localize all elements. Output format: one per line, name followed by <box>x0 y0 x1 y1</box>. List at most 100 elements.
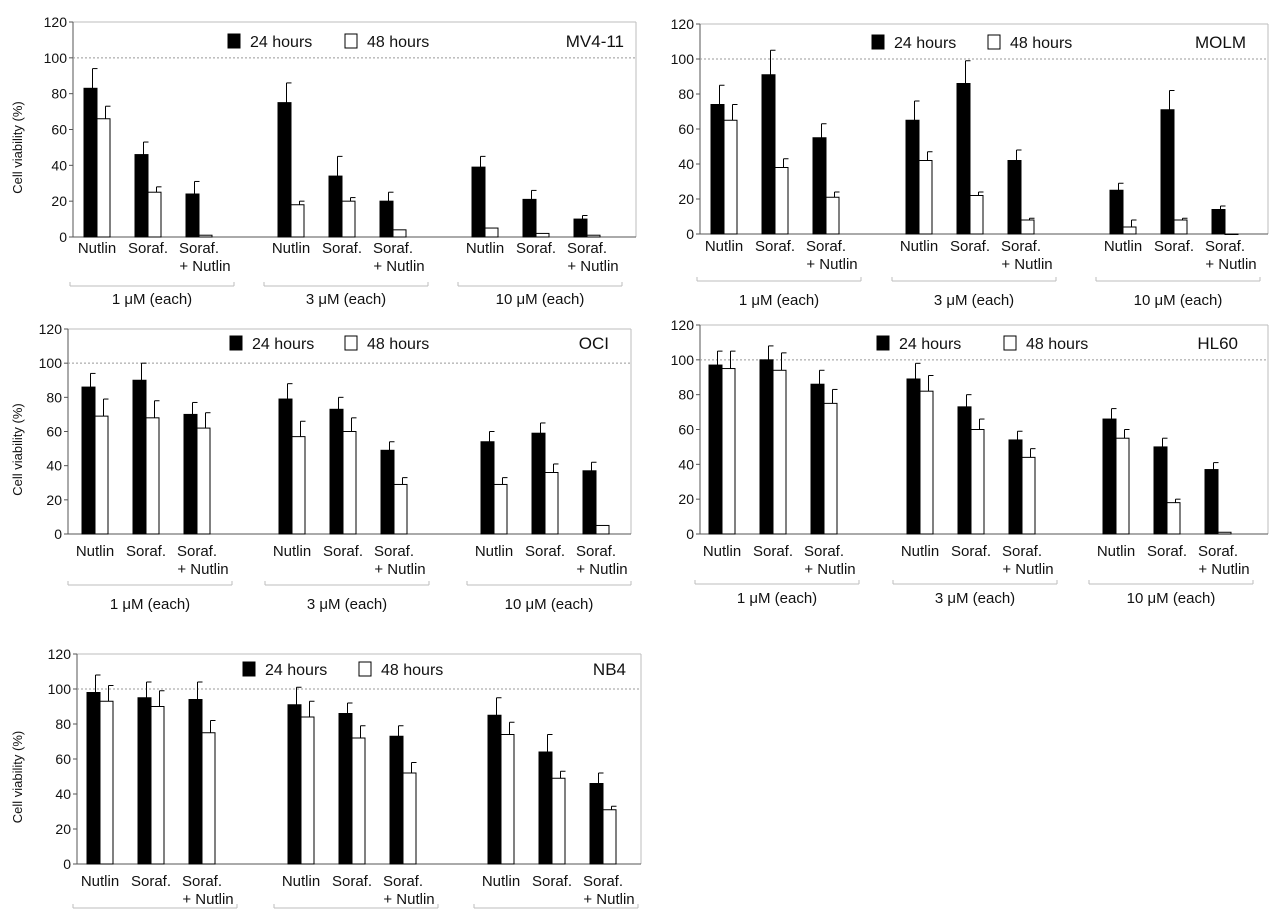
legend-label-48h: 48 hours <box>367 34 429 51</box>
group-label: 10 μM (each) <box>505 596 594 613</box>
bar-24h <box>487 714 502 865</box>
bar-24h <box>379 200 394 238</box>
bar-48h <box>145 417 160 535</box>
category-label: Nutlin <box>466 240 504 257</box>
category-label: Soraf. <box>753 543 793 560</box>
category-label: Soraf. <box>576 543 616 560</box>
bar-48h <box>919 390 934 535</box>
legend-label-48h: 48 hours <box>381 662 443 679</box>
y-tick-label: 100 <box>48 681 72 697</box>
bar-48h <box>1217 531 1232 535</box>
category-label: Soraf. <box>383 873 423 890</box>
bar-48h <box>1173 219 1188 235</box>
category-label: Nutlin <box>475 543 513 560</box>
category-label: Soraf. <box>951 543 991 560</box>
bar-48h <box>484 227 499 238</box>
y-tick-label: 40 <box>678 156 694 172</box>
category-label: Soraf. <box>532 873 572 890</box>
bar-48h <box>1020 219 1035 235</box>
y-tick-label: 100 <box>671 51 695 67</box>
category-label: Soraf. <box>1001 238 1041 255</box>
bar-24h <box>812 137 827 235</box>
legend-swatch-24h <box>242 661 256 677</box>
category-label: Soraf. <box>179 240 219 257</box>
legend-swatch-48h <box>987 34 1001 50</box>
bar-48h <box>392 229 407 238</box>
category-label: Soraf. <box>525 543 565 560</box>
group-label: 10 μM (each) <box>496 291 585 308</box>
group-label: 3 μM (each) <box>306 291 386 308</box>
bar-24h <box>538 751 553 865</box>
category-label: Nutlin <box>273 543 311 560</box>
bar-24h <box>277 102 292 238</box>
bar-24h <box>389 735 404 865</box>
category-label: Soraf. <box>950 238 990 255</box>
bar-24h <box>810 383 825 535</box>
y-tick-label: 0 <box>59 229 67 245</box>
bar-48h <box>586 234 601 238</box>
y-tick-label: 100 <box>671 352 695 368</box>
bar-24h <box>905 119 920 235</box>
legend-swatch-24h <box>876 335 890 351</box>
bar-48h <box>969 195 984 235</box>
y-tick-label: 20 <box>46 492 62 508</box>
y-axis-label: Cell viability (%) <box>10 731 25 823</box>
bar-24h <box>1007 160 1022 235</box>
category-label: Soraf. <box>755 238 795 255</box>
bar-24h <box>1160 109 1175 235</box>
category-label: Soraf. <box>804 543 844 560</box>
bar-48h <box>300 716 315 865</box>
bar-24h <box>188 699 203 865</box>
bar-24h <box>522 198 537 238</box>
bar-48h <box>535 232 550 238</box>
y-tick-label: 0 <box>63 856 71 872</box>
panel-title: MV4-11 <box>566 32 624 51</box>
y-tick-label: 60 <box>51 122 67 138</box>
bar-24h <box>906 378 921 535</box>
category-label-sub: + Nutlin <box>177 561 228 578</box>
y-tick-label: 60 <box>46 424 62 440</box>
legend-label-24h: 24 hours <box>265 662 327 679</box>
category-label: Nutlin <box>900 238 938 255</box>
bar-48h <box>150 706 165 865</box>
bar-48h <box>1021 456 1036 535</box>
legend-swatch-48h <box>344 335 358 351</box>
chart-panel-hl60: 0 20 40 60 80 100 120 24 hours 48 hours HL60 Nutli… <box>671 317 1269 607</box>
category-label: Nutlin <box>282 873 320 890</box>
bar-24h <box>531 432 546 535</box>
y-tick-label: 100 <box>44 50 68 66</box>
legend-label-48h: 48 hours <box>1026 336 1088 353</box>
panel-title: HL60 <box>1197 334 1238 353</box>
y-axis-label: Cell viability (%) <box>10 403 25 495</box>
category-label: Soraf. <box>374 543 414 560</box>
category-label-sub: + Nutlin <box>373 258 424 275</box>
y-tick-label: 80 <box>678 387 694 403</box>
bar-24h <box>86 692 101 865</box>
bar-24h <box>183 413 198 535</box>
group-label: 10 μM (each) <box>1134 292 1223 309</box>
category-label: Soraf. <box>1205 238 1245 255</box>
category-label-sub: + Nutlin <box>383 891 434 908</box>
y-tick-label: 80 <box>46 389 62 405</box>
category-label: Soraf. <box>567 240 607 257</box>
category-label: Nutlin <box>76 543 114 560</box>
bar-48h <box>341 200 356 238</box>
group-label: 1 μM (each) <box>112 291 192 308</box>
y-tick-label: 40 <box>51 157 67 173</box>
y-tick-label: 40 <box>678 456 694 472</box>
bar-48h <box>602 809 617 865</box>
y-tick-label: 120 <box>44 14 68 30</box>
category-label: Soraf. <box>1198 543 1238 560</box>
bar-24h <box>1153 446 1168 535</box>
bar-24h <box>329 408 344 535</box>
group-label: 1 μM (each) <box>737 590 817 607</box>
chart-panel-molm: 0 20 40 60 80 100 120 24 hours 48 hours MOLM Nutli… <box>671 16 1269 309</box>
bar-24h <box>278 398 293 535</box>
chart-panel-mv4-11: 0 20 40 60 80 100 120 Cell viability (%) 24 hour… <box>10 14 637 308</box>
bar-48h <box>147 191 162 238</box>
y-tick-label: 20 <box>51 193 67 209</box>
y-tick-label: 80 <box>55 716 71 732</box>
bar-48h <box>970 429 985 535</box>
y-tick-label: 80 <box>51 86 67 102</box>
panel-title: NB4 <box>593 660 626 679</box>
